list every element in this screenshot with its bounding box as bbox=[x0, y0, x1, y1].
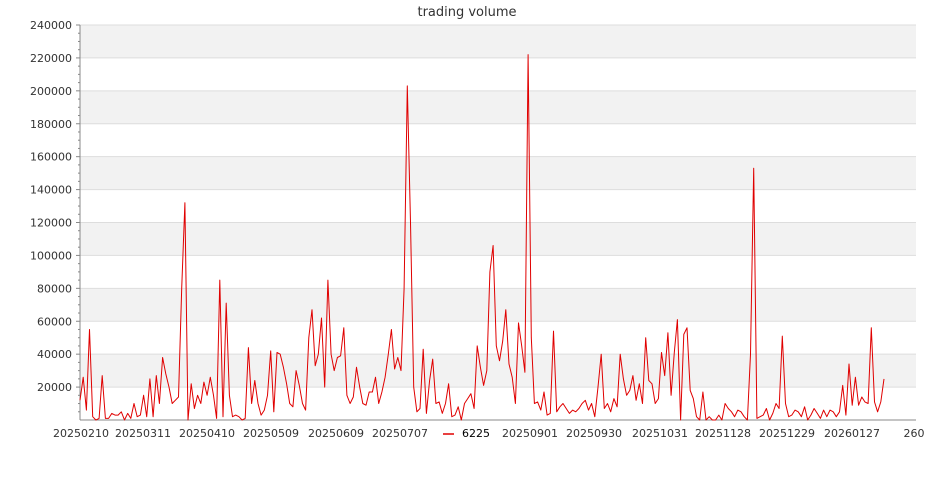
y-tick-label: 180000 bbox=[30, 118, 72, 131]
y-tick-label: 100000 bbox=[30, 249, 72, 262]
x-tick-label: 20250210 bbox=[53, 427, 109, 440]
x-tick-label: 20260127 bbox=[824, 427, 880, 440]
x-tick-label: 20250311 bbox=[115, 427, 171, 440]
legend-label: 6225 bbox=[462, 427, 490, 440]
background-band bbox=[80, 288, 916, 322]
y-tick-label: 80000 bbox=[37, 282, 72, 295]
y-axis-ticks: 20000 40000 60000 80000 100000 120000 140000 16… bbox=[30, 19, 80, 413]
legend: 6225 bbox=[443, 427, 490, 440]
background-band bbox=[80, 25, 916, 58]
y-tick-label: 140000 bbox=[30, 184, 72, 197]
background-band bbox=[80, 90, 916, 124]
y-tick-label: 240000 bbox=[30, 19, 72, 32]
background-band bbox=[80, 156, 916, 190]
background-band bbox=[80, 354, 916, 388]
y-tick-label: 20000 bbox=[37, 381, 72, 394]
series-layer bbox=[79, 54, 885, 421]
x-tick-label: 20250509 bbox=[243, 427, 299, 440]
series-line bbox=[79, 54, 885, 421]
background-band bbox=[80, 222, 916, 256]
x-tick-label: 20251031 bbox=[632, 427, 688, 440]
x-tick-label: 20250930 bbox=[566, 427, 622, 440]
background-bands bbox=[80, 25, 916, 388]
x-tick-label: 20250707 bbox=[372, 427, 428, 440]
x-tick-label: 20251229 bbox=[759, 427, 815, 440]
y-tick-label: 220000 bbox=[30, 52, 72, 65]
x-axis-ticks: 20250210 20250311 20250410 20250509 20250609… bbox=[53, 427, 925, 440]
x-tick-label: 20250901 bbox=[502, 427, 558, 440]
y-tick-label: 200000 bbox=[30, 85, 72, 98]
x-tick-label: 260 bbox=[904, 427, 925, 440]
y-tick-label: 60000 bbox=[37, 315, 72, 328]
x-tick-label: 20251128 bbox=[695, 427, 751, 440]
gridlines bbox=[80, 24, 916, 388]
chart-title: trading volume bbox=[417, 5, 516, 20]
y-tick-label: 120000 bbox=[30, 217, 72, 230]
x-tick-label: 20250410 bbox=[179, 427, 235, 440]
y-tick-label: 160000 bbox=[30, 151, 72, 164]
x-tick-label: 20250609 bbox=[308, 427, 364, 440]
y-tick-label: 40000 bbox=[37, 348, 72, 361]
